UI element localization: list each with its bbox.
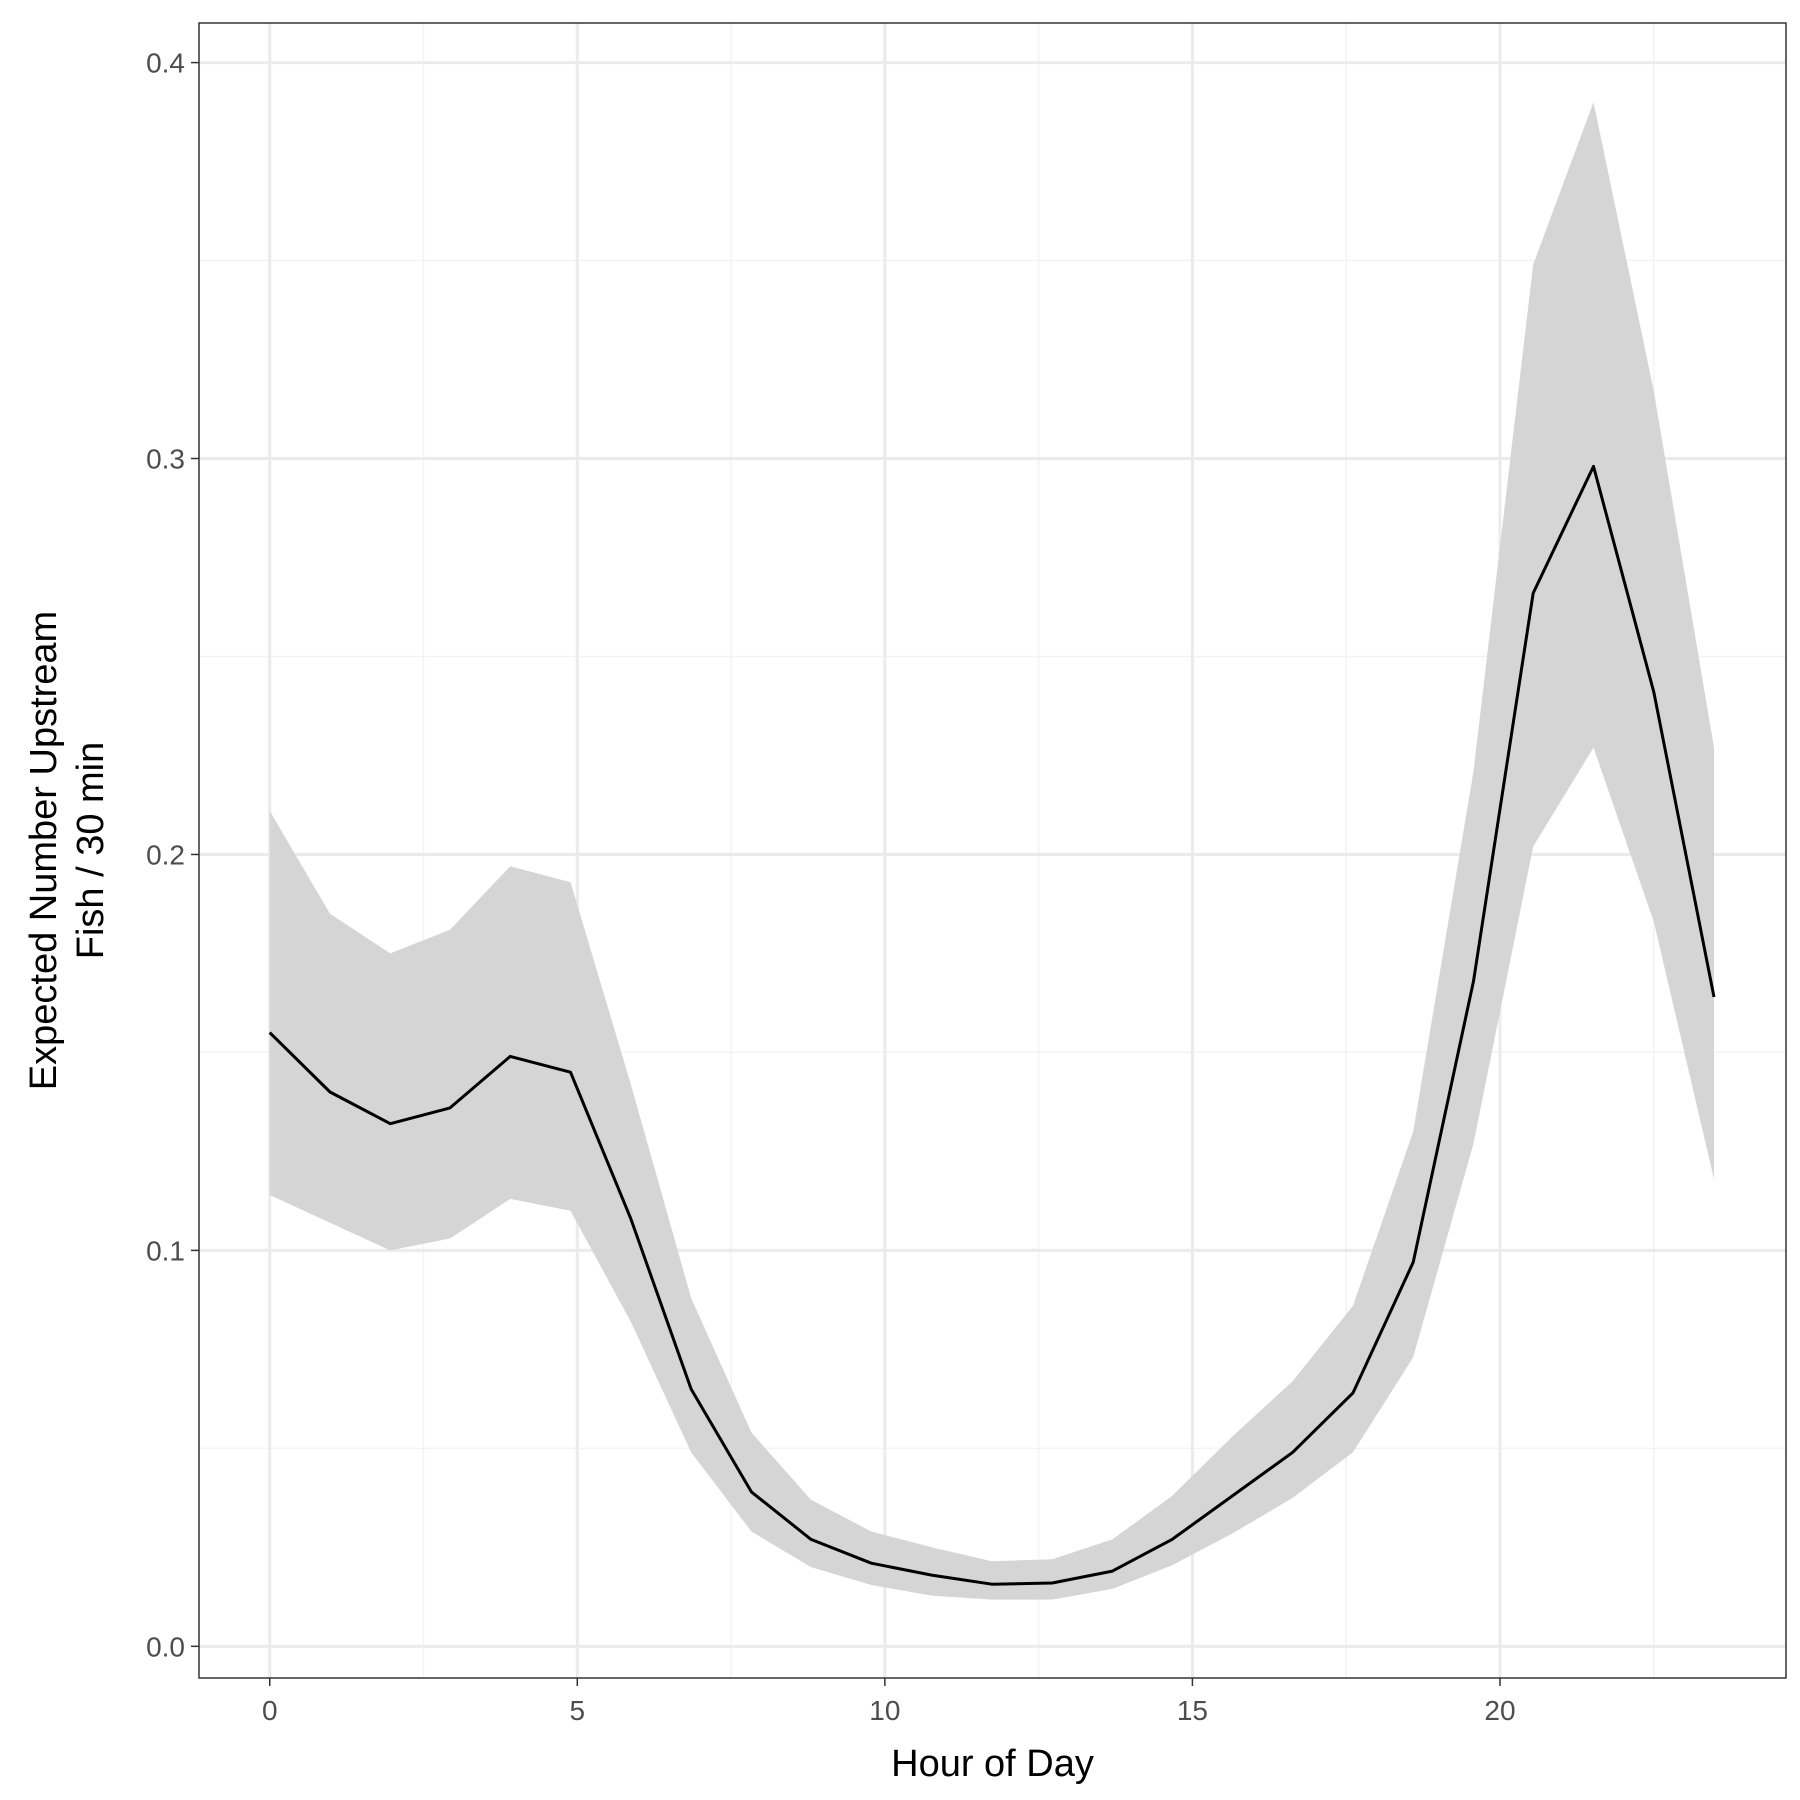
y-axis-title-line-2: Fish / 30 min <box>70 742 112 960</box>
x-tick-label: 10 <box>869 1695 900 1726</box>
panel-border <box>198 22 1787 1679</box>
fitted-line <box>268 464 1716 1586</box>
y-tick-label: 0.3 <box>146 444 185 475</box>
x-tick-label: 5 <box>570 1695 586 1726</box>
y-axis: 0.0 0.1 0.2 0.3 0.4 <box>146 48 199 1662</box>
y-tick-label: 0.2 <box>146 839 185 870</box>
x-tick-label: 15 <box>1177 1695 1208 1726</box>
y-axis-title-line-1: Expected Number Upstream <box>23 611 65 1090</box>
x-axis: 0 5 10 15 20 <box>262 1678 1516 1726</box>
y-tick-label: 0.0 <box>146 1631 185 1662</box>
x-tick-label: 20 <box>1484 1695 1515 1726</box>
x-axis-title: Hour of Day <box>891 1743 1094 1785</box>
y-tick-label: 0.4 <box>146 48 185 79</box>
x-tick-label: 0 <box>262 1695 278 1726</box>
y-tick-label: 0.1 <box>146 1235 185 1266</box>
minor-gridlines <box>199 23 1786 1678</box>
confidence-band <box>269 102 1715 1600</box>
